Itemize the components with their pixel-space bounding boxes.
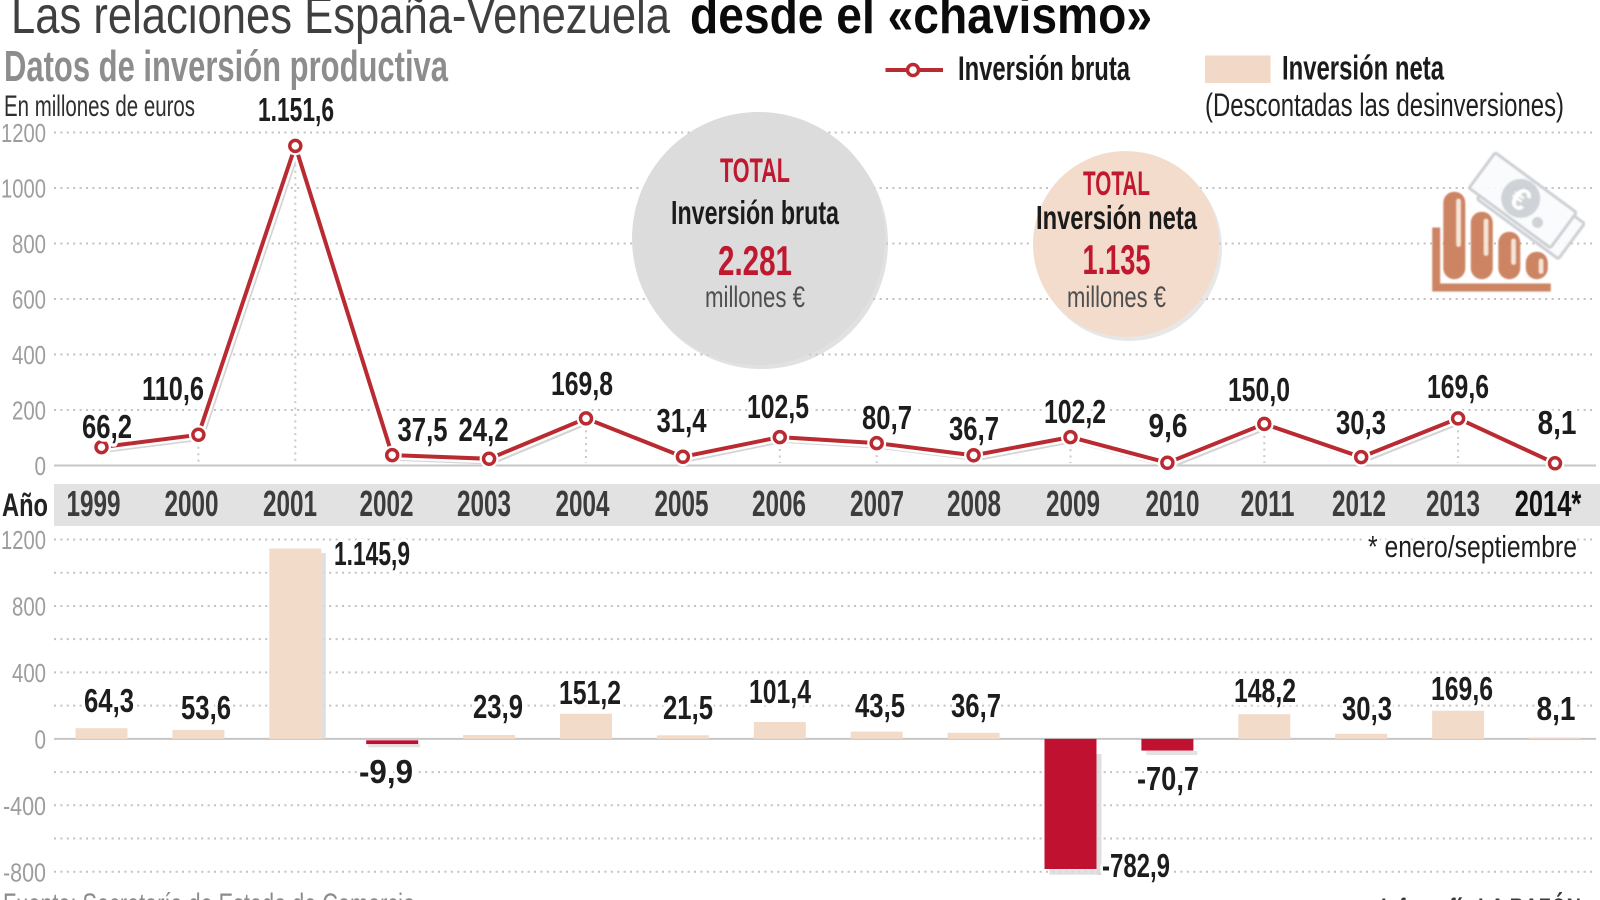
svg-text:TOTAL: TOTAL (720, 152, 790, 190)
svg-text:24,2: 24,2 (459, 411, 509, 448)
svg-text:30,3: 30,3 (1342, 690, 1392, 727)
svg-text:80,7: 80,7 (862, 399, 912, 436)
svg-text:8,1: 8,1 (1537, 690, 1576, 727)
svg-text:Inversión bruta: Inversión bruta (671, 194, 839, 231)
svg-text:(Descontadas las desinversione: (Descontadas las desinversiones) (1205, 87, 1564, 123)
svg-text:200: 200 (12, 396, 46, 426)
svg-text:102,2: 102,2 (1044, 393, 1106, 430)
svg-text:1200: 1200 (1, 525, 46, 555)
svg-text:-9,9: -9,9 (359, 753, 413, 790)
svg-text:23,9: 23,9 (473, 688, 523, 725)
svg-text:Inversión neta: Inversión neta (1282, 50, 1445, 88)
svg-text:1999: 1999 (67, 483, 121, 524)
svg-text:0: 0 (35, 724, 47, 754)
svg-text:169,6: 169,6 (1431, 670, 1493, 707)
svg-text:-400: -400 (3, 791, 46, 821)
svg-text:-782,9: -782,9 (1102, 847, 1170, 884)
svg-text:millones €: millones € (705, 281, 805, 314)
svg-text:2006: 2006 (752, 483, 806, 524)
svg-text:2009: 2009 (1046, 483, 1100, 524)
svg-text:2005: 2005 (655, 483, 709, 524)
svg-text:66,2: 66,2 (82, 408, 132, 445)
svg-text:150,0: 150,0 (1228, 371, 1290, 408)
svg-text:101,4: 101,4 (749, 673, 811, 710)
svg-text:600: 600 (12, 285, 46, 315)
svg-text:2007: 2007 (850, 483, 904, 524)
svg-text:1.135: 1.135 (1083, 236, 1151, 283)
svg-text:37,5: 37,5 (398, 411, 448, 448)
svg-text:400: 400 (12, 658, 46, 688)
svg-text:2001: 2001 (263, 483, 317, 524)
svg-text:400: 400 (12, 340, 46, 370)
svg-text:9,6: 9,6 (1149, 407, 1188, 444)
svg-text:2013: 2013 (1426, 483, 1480, 524)
svg-text:TOTAL: TOTAL (1083, 165, 1150, 203)
svg-text:148,2: 148,2 (1234, 672, 1296, 709)
svg-text:2.281: 2.281 (718, 237, 792, 284)
svg-text:110,6: 110,6 (142, 370, 204, 407)
svg-text:2012: 2012 (1332, 483, 1386, 524)
svg-text:8,1: 8,1 (1538, 404, 1577, 441)
svg-text:desde el «chavismo»: desde el «chavismo» (690, 0, 1152, 45)
svg-text:1.151,6: 1.151,6 (258, 91, 334, 128)
svg-text:102,5: 102,5 (747, 388, 809, 425)
svg-text:2004: 2004 (556, 483, 610, 524)
svg-text:151,2: 151,2 (559, 674, 621, 711)
svg-text:2014*: 2014* (1515, 483, 1582, 524)
svg-text:En millones de euros: En millones de euros (4, 90, 195, 123)
svg-text:64,3: 64,3 (84, 682, 134, 719)
svg-text:1.145,9: 1.145,9 (334, 535, 410, 572)
svg-text:-70,7: -70,7 (1137, 760, 1199, 797)
svg-text:Inversión bruta: Inversión bruta (958, 50, 1131, 88)
svg-text:Inversión neta: Inversión neta (1036, 199, 1197, 236)
svg-text:1200: 1200 (1, 118, 46, 148)
svg-text:53,6: 53,6 (181, 689, 231, 726)
svg-text:800: 800 (12, 229, 46, 259)
svg-text:800: 800 (12, 591, 46, 621)
svg-text:2002: 2002 (360, 483, 414, 524)
svg-text:-800: -800 (3, 857, 46, 887)
svg-text:millones €: millones € (1067, 281, 1166, 314)
svg-text:2000: 2000 (165, 483, 219, 524)
svg-text:Datos de inversión productiva: Datos de inversión productiva (4, 42, 448, 91)
svg-text:Las relaciones España-Venezuel: Las relaciones España-Venezuela (11, 0, 670, 45)
svg-text:1000: 1000 (1, 174, 46, 204)
svg-text:0: 0 (35, 451, 47, 481)
svg-text:169,8: 169,8 (551, 365, 613, 402)
svg-text:Infografía LA RAZÓN: Infografía LA RAZÓN (1381, 892, 1581, 900)
svg-text:36,7: 36,7 (949, 410, 999, 447)
svg-text:2003: 2003 (457, 483, 511, 524)
svg-text:43,5: 43,5 (855, 687, 905, 724)
svg-text:36,7: 36,7 (951, 687, 1001, 724)
svg-text:* enero/septiembre: * enero/septiembre (1368, 529, 1577, 564)
svg-text:21,5: 21,5 (663, 689, 713, 726)
svg-text:2011: 2011 (1241, 483, 1295, 524)
svg-text:Fuente: Secretaría de Estado d: Fuente: Secretaría de Estado de Comercio (3, 888, 415, 900)
svg-text:31,4: 31,4 (657, 402, 707, 439)
svg-text:2010: 2010 (1146, 483, 1200, 524)
svg-text:30,3: 30,3 (1336, 404, 1386, 441)
svg-text:2008: 2008 (947, 483, 1001, 524)
svg-text:Año: Año (2, 487, 48, 523)
svg-text:169,6: 169,6 (1427, 368, 1489, 405)
